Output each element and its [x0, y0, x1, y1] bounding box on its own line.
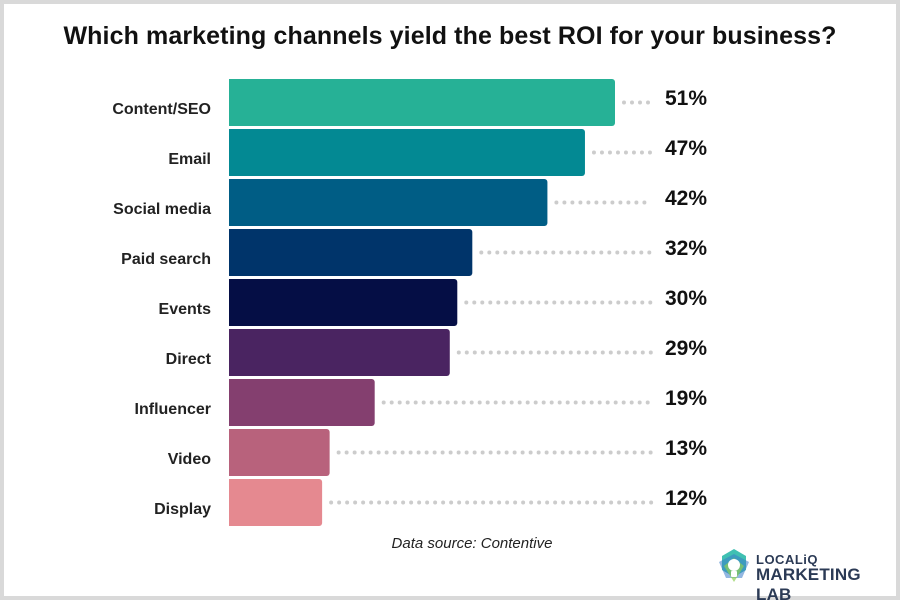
category-label: Display — [154, 501, 211, 518]
category-label: Paid search — [121, 251, 211, 268]
value-label: 32% — [665, 237, 707, 260]
bar-content-seo — [229, 79, 615, 126]
value-label: 12% — [665, 487, 707, 510]
bar-video — [229, 429, 330, 476]
brand-line-1: LOCALiQ — [756, 552, 818, 567]
brand-logo: LOCALiQ MARKETING LAB — [716, 548, 886, 604]
bar-edge — [229, 379, 235, 426]
value-label: 51% — [665, 87, 707, 110]
data-source: Data source: Contentive — [391, 535, 553, 552]
chart-title: Which marketing channels yield the best … — [63, 22, 837, 50]
bar-edge — [229, 479, 235, 526]
bar-edge — [229, 279, 235, 326]
value-label: 47% — [665, 137, 707, 160]
bar-direct — [229, 329, 450, 376]
category-label: Email — [168, 151, 211, 168]
value-label: 30% — [665, 287, 707, 310]
bar-display — [229, 479, 323, 526]
lightbulb-icon — [719, 549, 749, 582]
value-label: 29% — [665, 337, 707, 360]
category-label: Content/SEO — [112, 101, 211, 118]
value-label: 13% — [665, 437, 707, 460]
bar-edge — [229, 179, 235, 226]
bar-influencer — [229, 379, 375, 426]
category-label: Social media — [113, 201, 211, 218]
bar-edge — [229, 229, 235, 276]
bar-edge — [229, 429, 235, 476]
bar-events — [229, 279, 458, 326]
value-label: 19% — [665, 387, 707, 410]
bar-edge — [229, 79, 235, 126]
bar-paid-search — [229, 229, 473, 276]
brand-line-2: MARKETING LAB — [756, 565, 861, 604]
bar-social-media — [229, 179, 548, 226]
value-label: 42% — [665, 187, 707, 210]
bar-edge — [229, 329, 235, 376]
category-label: Influencer — [135, 401, 211, 418]
category-label: Video — [168, 451, 212, 468]
bar-email — [229, 129, 585, 176]
category-label: Events — [159, 301, 212, 318]
bar-edge — [229, 129, 235, 176]
category-label: Direct — [166, 351, 212, 368]
